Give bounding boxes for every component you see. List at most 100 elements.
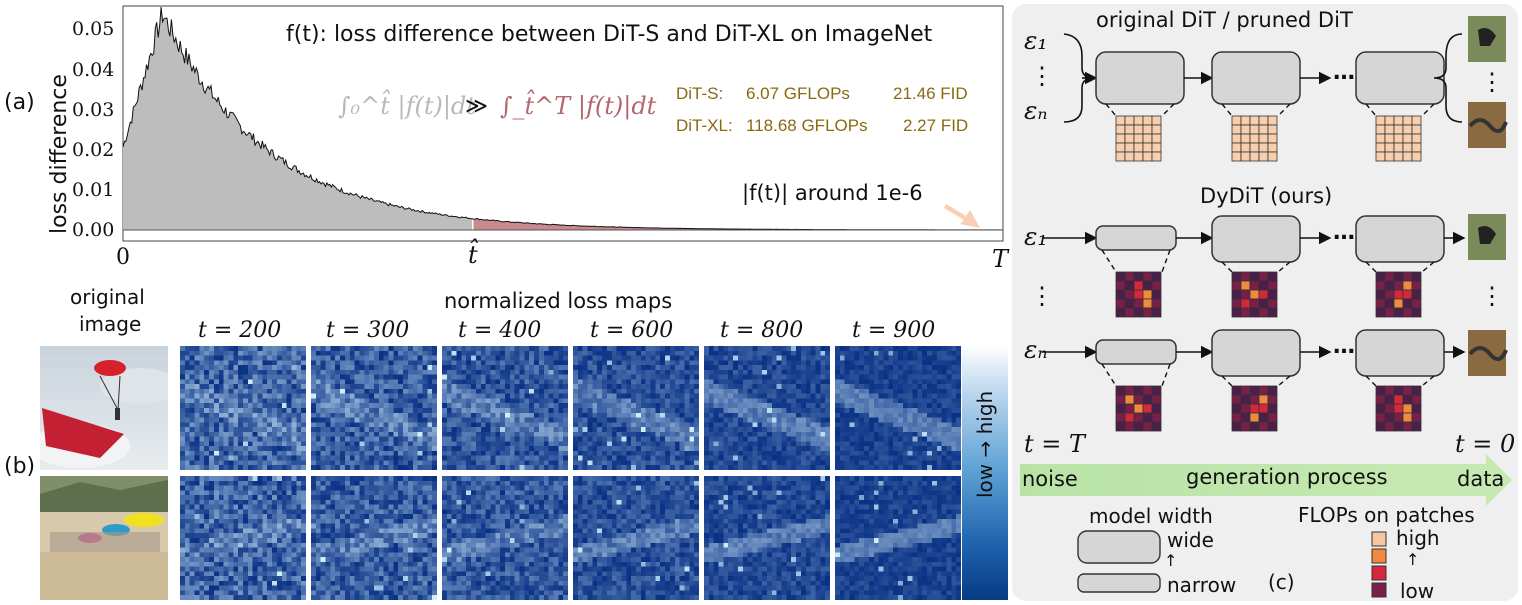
patch-cell <box>1393 403 1404 414</box>
panel-label-c: (c) <box>1268 570 1295 594</box>
patch-cell <box>1240 280 1251 291</box>
loss-map-tile <box>704 476 830 600</box>
noise-symbol: ε₁ <box>1024 222 1048 251</box>
stat-model: DiT-S: <box>676 84 724 103</box>
colorbar-label: low → high <box>973 390 997 498</box>
patch-cell <box>1151 115 1162 126</box>
patch-cell <box>1115 142 1126 153</box>
patch-cell <box>1411 394 1422 405</box>
patch-cell <box>1411 151 1422 162</box>
vdots: ⋮ <box>1480 282 1504 310</box>
chart-title: f(t): loss difference between DiT-S and … <box>286 22 933 47</box>
patch-cell <box>1393 394 1404 405</box>
original-image-label: image <box>79 312 142 336</box>
patch-cell <box>1402 115 1413 126</box>
patch-cell <box>1133 151 1144 162</box>
timestep-label: t = 600 <box>590 318 674 343</box>
patch-cell <box>1151 133 1162 144</box>
x-tick-label: T <box>992 245 1009 273</box>
original-photo-beach <box>40 476 168 600</box>
patch-cell <box>1267 298 1278 309</box>
patch-cell <box>1151 289 1162 300</box>
patch-cell <box>1115 307 1126 318</box>
patch-cell <box>1402 421 1413 432</box>
patch-cell <box>1258 394 1269 405</box>
loss-difference-chart <box>122 5 1004 242</box>
timestep-label: t = 200 <box>198 318 282 343</box>
patch-cell <box>1258 280 1269 291</box>
patch-cell <box>1384 412 1395 423</box>
ellipsis: … <box>1333 60 1355 85</box>
patch-cell <box>1393 142 1404 153</box>
patch-cell <box>1258 124 1269 135</box>
legend-low-label: low <box>1400 579 1435 603</box>
patch-cell <box>1393 151 1404 162</box>
patch-cell <box>1231 115 1242 126</box>
patch-cell <box>1249 271 1260 282</box>
loss-map-tile <box>835 476 961 600</box>
patch-cell <box>1133 280 1144 291</box>
patch-cell <box>1115 124 1126 135</box>
patch-cell <box>1411 298 1422 309</box>
patch-cell <box>1375 289 1386 300</box>
patch-cell <box>1142 289 1153 300</box>
patch-cell <box>1249 385 1260 396</box>
ellipsis: … <box>1333 220 1355 245</box>
patch-cell <box>1402 385 1413 396</box>
patch-cell <box>1115 289 1126 300</box>
y-tick-label: 0.00 <box>72 219 115 241</box>
original-image-label: original <box>70 285 145 309</box>
patch-cell <box>1249 280 1260 291</box>
stat-gflops: 118.68 GFLOPs <box>746 116 868 135</box>
patch-cell <box>1393 133 1404 144</box>
timestep-label: t = 400 <box>458 318 542 343</box>
patch-cell <box>1258 421 1269 432</box>
patch-cell <box>1402 307 1413 318</box>
legend-patch-low <box>1371 582 1387 598</box>
patch-cell <box>1142 403 1153 414</box>
loss-map-tile <box>311 346 437 470</box>
patch-cell <box>1124 151 1135 162</box>
patch-cell <box>1124 307 1135 318</box>
patch-cell <box>1231 421 1242 432</box>
patch-cell <box>1258 133 1269 144</box>
patch-cell <box>1402 412 1413 423</box>
vdots: ⋮ <box>1480 68 1504 96</box>
patch-cell <box>1258 289 1269 300</box>
patch-cell <box>1124 133 1135 144</box>
patch-cell <box>1258 298 1269 309</box>
patch-cell <box>1142 298 1153 309</box>
patch-cell <box>1133 298 1144 309</box>
patch-cell <box>1142 142 1153 153</box>
loss-maps-heading: normalized loss maps <box>444 289 673 313</box>
patch-cell <box>1115 394 1126 405</box>
patch-cell <box>1142 394 1153 405</box>
patch-cell <box>1115 271 1126 282</box>
patch-cell <box>1375 385 1386 396</box>
early-area-fill <box>123 7 473 230</box>
dit-block-wide <box>1355 51 1445 105</box>
patch-cell <box>1249 133 1260 144</box>
patch-cell <box>1231 124 1242 135</box>
patch-cell <box>1133 289 1144 300</box>
patch-cell <box>1133 271 1144 282</box>
patch-cell <box>1231 307 1242 318</box>
patch-cell <box>1151 124 1162 135</box>
y-tick-label: 0.04 <box>72 59 115 81</box>
legend-flops-title: FLOPs on patches <box>1298 503 1475 527</box>
patch-cell <box>1124 298 1135 309</box>
integral-early: ∫₀^t̂ |f(t)|dt <box>338 92 476 120</box>
dit-block-wide <box>1211 51 1301 105</box>
dit-block-wide <box>1355 329 1445 377</box>
patch-cell <box>1231 133 1242 144</box>
patch-cell <box>1411 142 1422 153</box>
noise-symbol: ε₁ <box>1024 26 1048 55</box>
loss-map-tile <box>311 476 437 600</box>
patch-cell <box>1267 289 1278 300</box>
patch-cell <box>1411 124 1422 135</box>
patch-cell <box>1375 133 1386 144</box>
chart-frame <box>122 5 1004 242</box>
patch-cell <box>1384 403 1395 414</box>
y-tick-label: 0.02 <box>72 139 115 161</box>
